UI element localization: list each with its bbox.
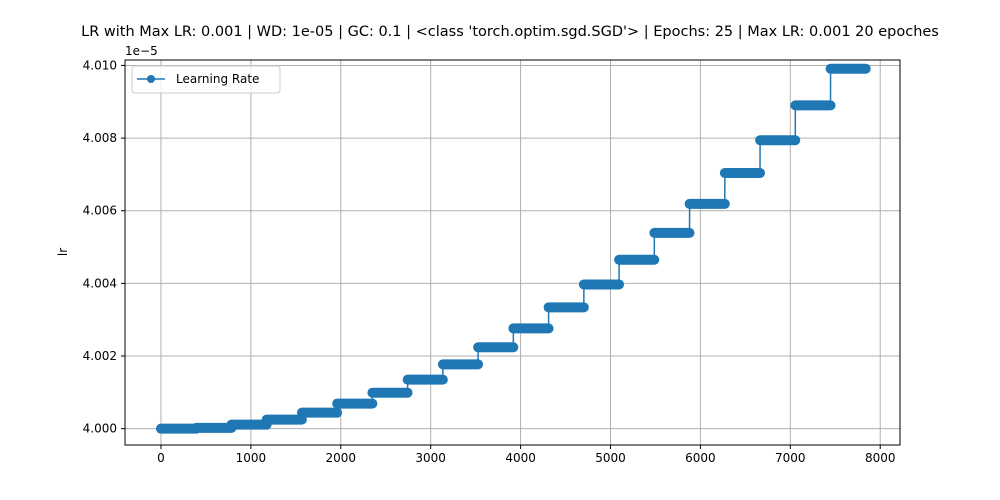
y-tick-label: 4.006	[83, 204, 117, 218]
legend: Learning Rate	[131, 65, 281, 94]
x-tick-label: 1000	[236, 451, 267, 465]
y-tick-label: 4.002	[83, 349, 117, 363]
legend-box	[131, 65, 281, 94]
x-axis: 0 1000 2000 3000 4000 5000 6000 7000 8000	[157, 445, 895, 465]
x-tick-label: 2000	[326, 451, 357, 465]
legend-label: Learning Rate	[176, 72, 259, 86]
y-axis: 4.000 4.002 4.004 4.006 4.008 4.010	[83, 58, 125, 436]
y-axis-label: lr	[56, 248, 70, 256]
x-tick-label: 4000	[505, 451, 536, 465]
chart-title: LR with Max LR: 0.001 | WD: 1e-05 | GC: …	[81, 24, 939, 40]
x-tick-label: 5000	[595, 451, 626, 465]
x-tick-label: 3000	[415, 451, 446, 465]
y-tick-label: 4.010	[83, 58, 117, 72]
grid	[125, 60, 900, 445]
legend-marker-swatch	[147, 75, 155, 83]
y-tick-label: 4.000	[83, 422, 117, 436]
x-tick-label: 7000	[775, 451, 806, 465]
x-tick-label: 0	[157, 451, 165, 465]
axes-frame	[124, 59, 901, 446]
y-offset-label: 1e−5	[125, 44, 158, 58]
y-tick-label: 4.008	[83, 131, 117, 145]
x-tick-label: 6000	[685, 451, 716, 465]
x-tick-label: 8000	[865, 451, 896, 465]
plot-area	[155, 63, 871, 434]
y-tick-label: 4.004	[83, 276, 117, 290]
